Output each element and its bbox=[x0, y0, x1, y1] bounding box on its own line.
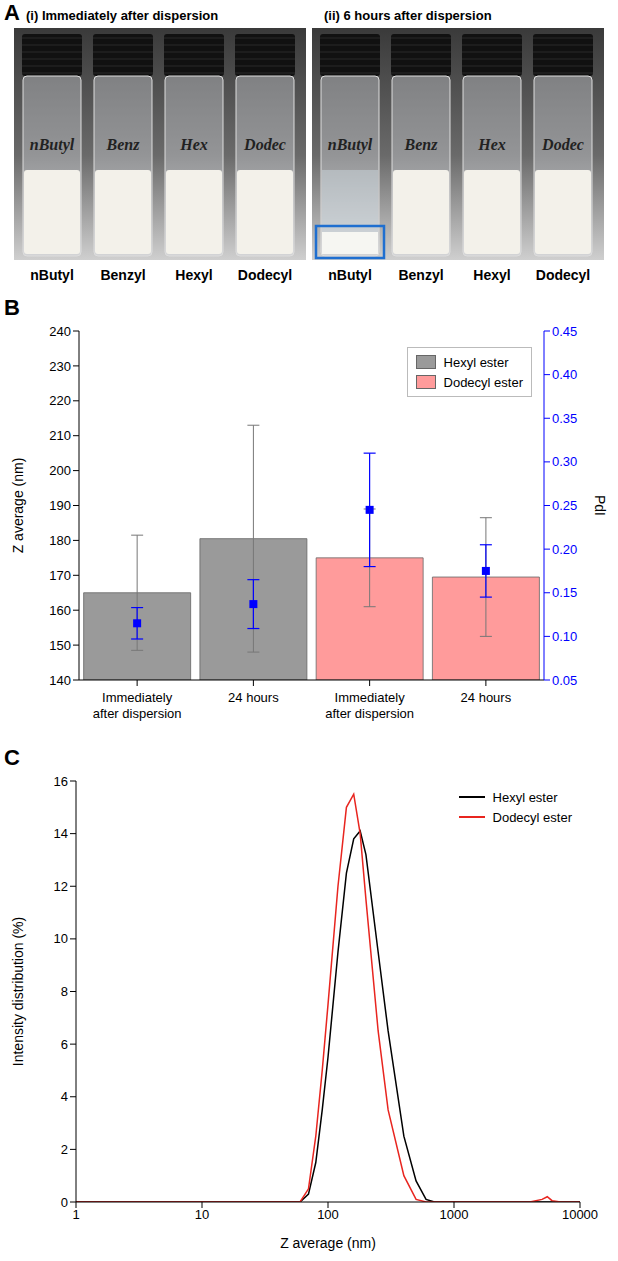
svg-text:4: 4 bbox=[61, 1089, 68, 1104]
svg-text:(ii) 6 hours after dispersion: (ii) 6 hours after dispersion bbox=[324, 8, 492, 23]
svg-text:10: 10 bbox=[54, 931, 68, 946]
svg-text:Benz: Benz bbox=[404, 136, 439, 153]
svg-text:0.40: 0.40 bbox=[552, 367, 577, 382]
svg-text:Z average (nm): Z average (nm) bbox=[10, 458, 26, 554]
svg-text:1000: 1000 bbox=[440, 1207, 469, 1222]
svg-text:0.35: 0.35 bbox=[552, 411, 577, 426]
svg-text:0.25: 0.25 bbox=[552, 498, 577, 513]
svg-text:(i) Immediately after dispersi: (i) Immediately after dispersion bbox=[26, 8, 218, 23]
html-text:B: B bbox=[4, 295, 20, 320]
html-text:Hexyl ester: Hexyl ester bbox=[492, 789, 558, 805]
html-text:Dodecyl ester: Dodecyl ester bbox=[492, 809, 572, 825]
html-text:Hexyl ester: Hexyl ester bbox=[443, 354, 509, 370]
svg-text:Dodecyl: Dodecyl bbox=[536, 267, 590, 283]
svg-text:150: 150 bbox=[49, 638, 71, 653]
svg-text:240: 240 bbox=[49, 324, 71, 339]
svg-text:16: 16 bbox=[54, 774, 68, 789]
svg-text:0.45: 0.45 bbox=[552, 324, 577, 339]
svg-text:Benz: Benz bbox=[106, 136, 141, 153]
svg-text:nButyl: nButyl bbox=[328, 136, 373, 154]
svg-text:Dodec: Dodec bbox=[541, 136, 584, 153]
svg-text:210: 210 bbox=[49, 428, 71, 443]
svg-text:Benzyl: Benzyl bbox=[100, 267, 145, 283]
svg-text:1: 1 bbox=[72, 1207, 79, 1222]
svg-text:170: 170 bbox=[49, 568, 71, 583]
svg-text:0: 0 bbox=[61, 1195, 68, 1210]
svg-text:nButyl: nButyl bbox=[30, 267, 74, 283]
svg-text:200: 200 bbox=[49, 463, 71, 478]
svg-text:10: 10 bbox=[195, 1207, 209, 1222]
svg-text:Immediatelyafter dispersion: Immediatelyafter dispersion bbox=[93, 690, 182, 721]
svg-text:Hexyl: Hexyl bbox=[175, 267, 212, 283]
svg-text:Hexyl: Hexyl bbox=[473, 267, 510, 283]
svg-text:Dodec: Dodec bbox=[243, 136, 286, 153]
html-text:Dodecyl ester: Dodecyl ester bbox=[443, 374, 523, 390]
svg-text:100: 100 bbox=[317, 1207, 339, 1222]
svg-text:0.05: 0.05 bbox=[552, 673, 577, 688]
svg-text:12: 12 bbox=[54, 879, 68, 894]
svg-text:2: 2 bbox=[61, 1142, 68, 1157]
html-text:C: C bbox=[4, 745, 20, 770]
svg-text:0.15: 0.15 bbox=[552, 585, 577, 600]
svg-text:190: 190 bbox=[49, 498, 71, 513]
svg-text:0.10: 0.10 bbox=[552, 629, 577, 644]
svg-text:160: 160 bbox=[49, 603, 71, 618]
svg-text:140: 140 bbox=[49, 673, 71, 688]
svg-text:nButyl: nButyl bbox=[30, 136, 75, 154]
html-text:A: A bbox=[4, 0, 20, 25]
svg-text:0.20: 0.20 bbox=[552, 542, 577, 557]
svg-text:Intensity distribution (%): Intensity distribution (%) bbox=[10, 917, 26, 1066]
svg-text:nButyl: nButyl bbox=[328, 267, 372, 283]
svg-text:24 hours: 24 hours bbox=[461, 690, 512, 705]
svg-text:220: 220 bbox=[49, 393, 71, 408]
svg-text:Hex: Hex bbox=[477, 136, 506, 153]
svg-text:Benzyl: Benzyl bbox=[398, 267, 443, 283]
svg-text:Hex: Hex bbox=[179, 136, 208, 153]
svg-text:Dodecyl: Dodecyl bbox=[238, 267, 292, 283]
svg-text:14: 14 bbox=[54, 826, 68, 841]
svg-text:0.30: 0.30 bbox=[552, 454, 577, 469]
svg-text:10000: 10000 bbox=[562, 1207, 598, 1222]
svg-text:180: 180 bbox=[49, 533, 71, 548]
svg-text:6: 6 bbox=[61, 1037, 68, 1052]
svg-text:PdI: PdI bbox=[592, 495, 608, 516]
svg-text:8: 8 bbox=[61, 984, 68, 999]
svg-text:24 hours: 24 hours bbox=[228, 690, 279, 705]
svg-text:Immediatelyafter dispersion: Immediatelyafter dispersion bbox=[325, 690, 414, 721]
svg-text:230: 230 bbox=[49, 359, 71, 374]
svg-text:Z average (nm): Z average (nm) bbox=[280, 1235, 376, 1251]
